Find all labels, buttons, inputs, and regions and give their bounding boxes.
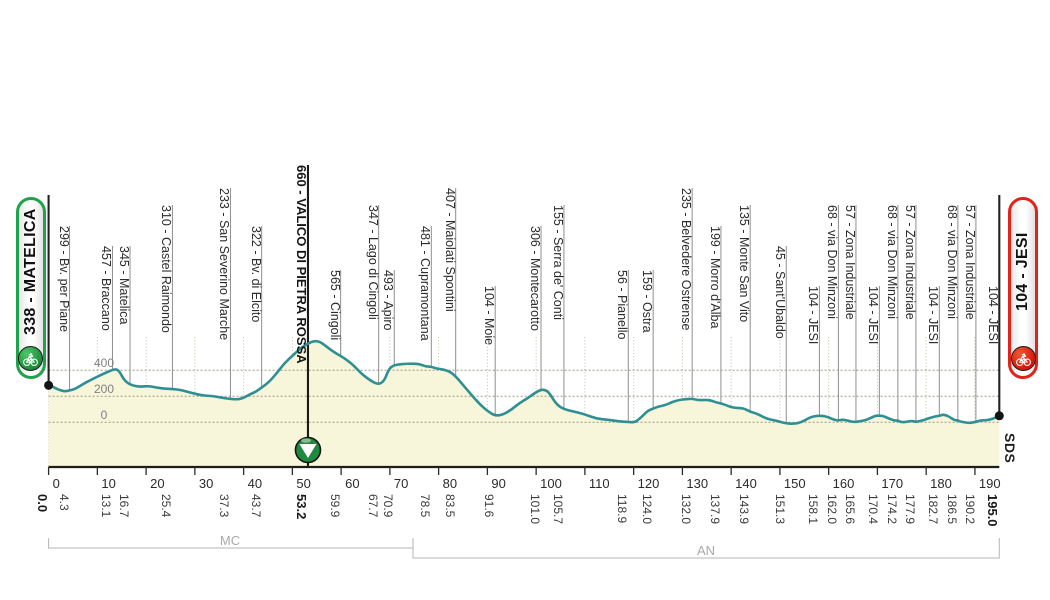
svg-text:MC: MC [220, 533, 240, 548]
svg-text:AN: AN [697, 543, 715, 558]
